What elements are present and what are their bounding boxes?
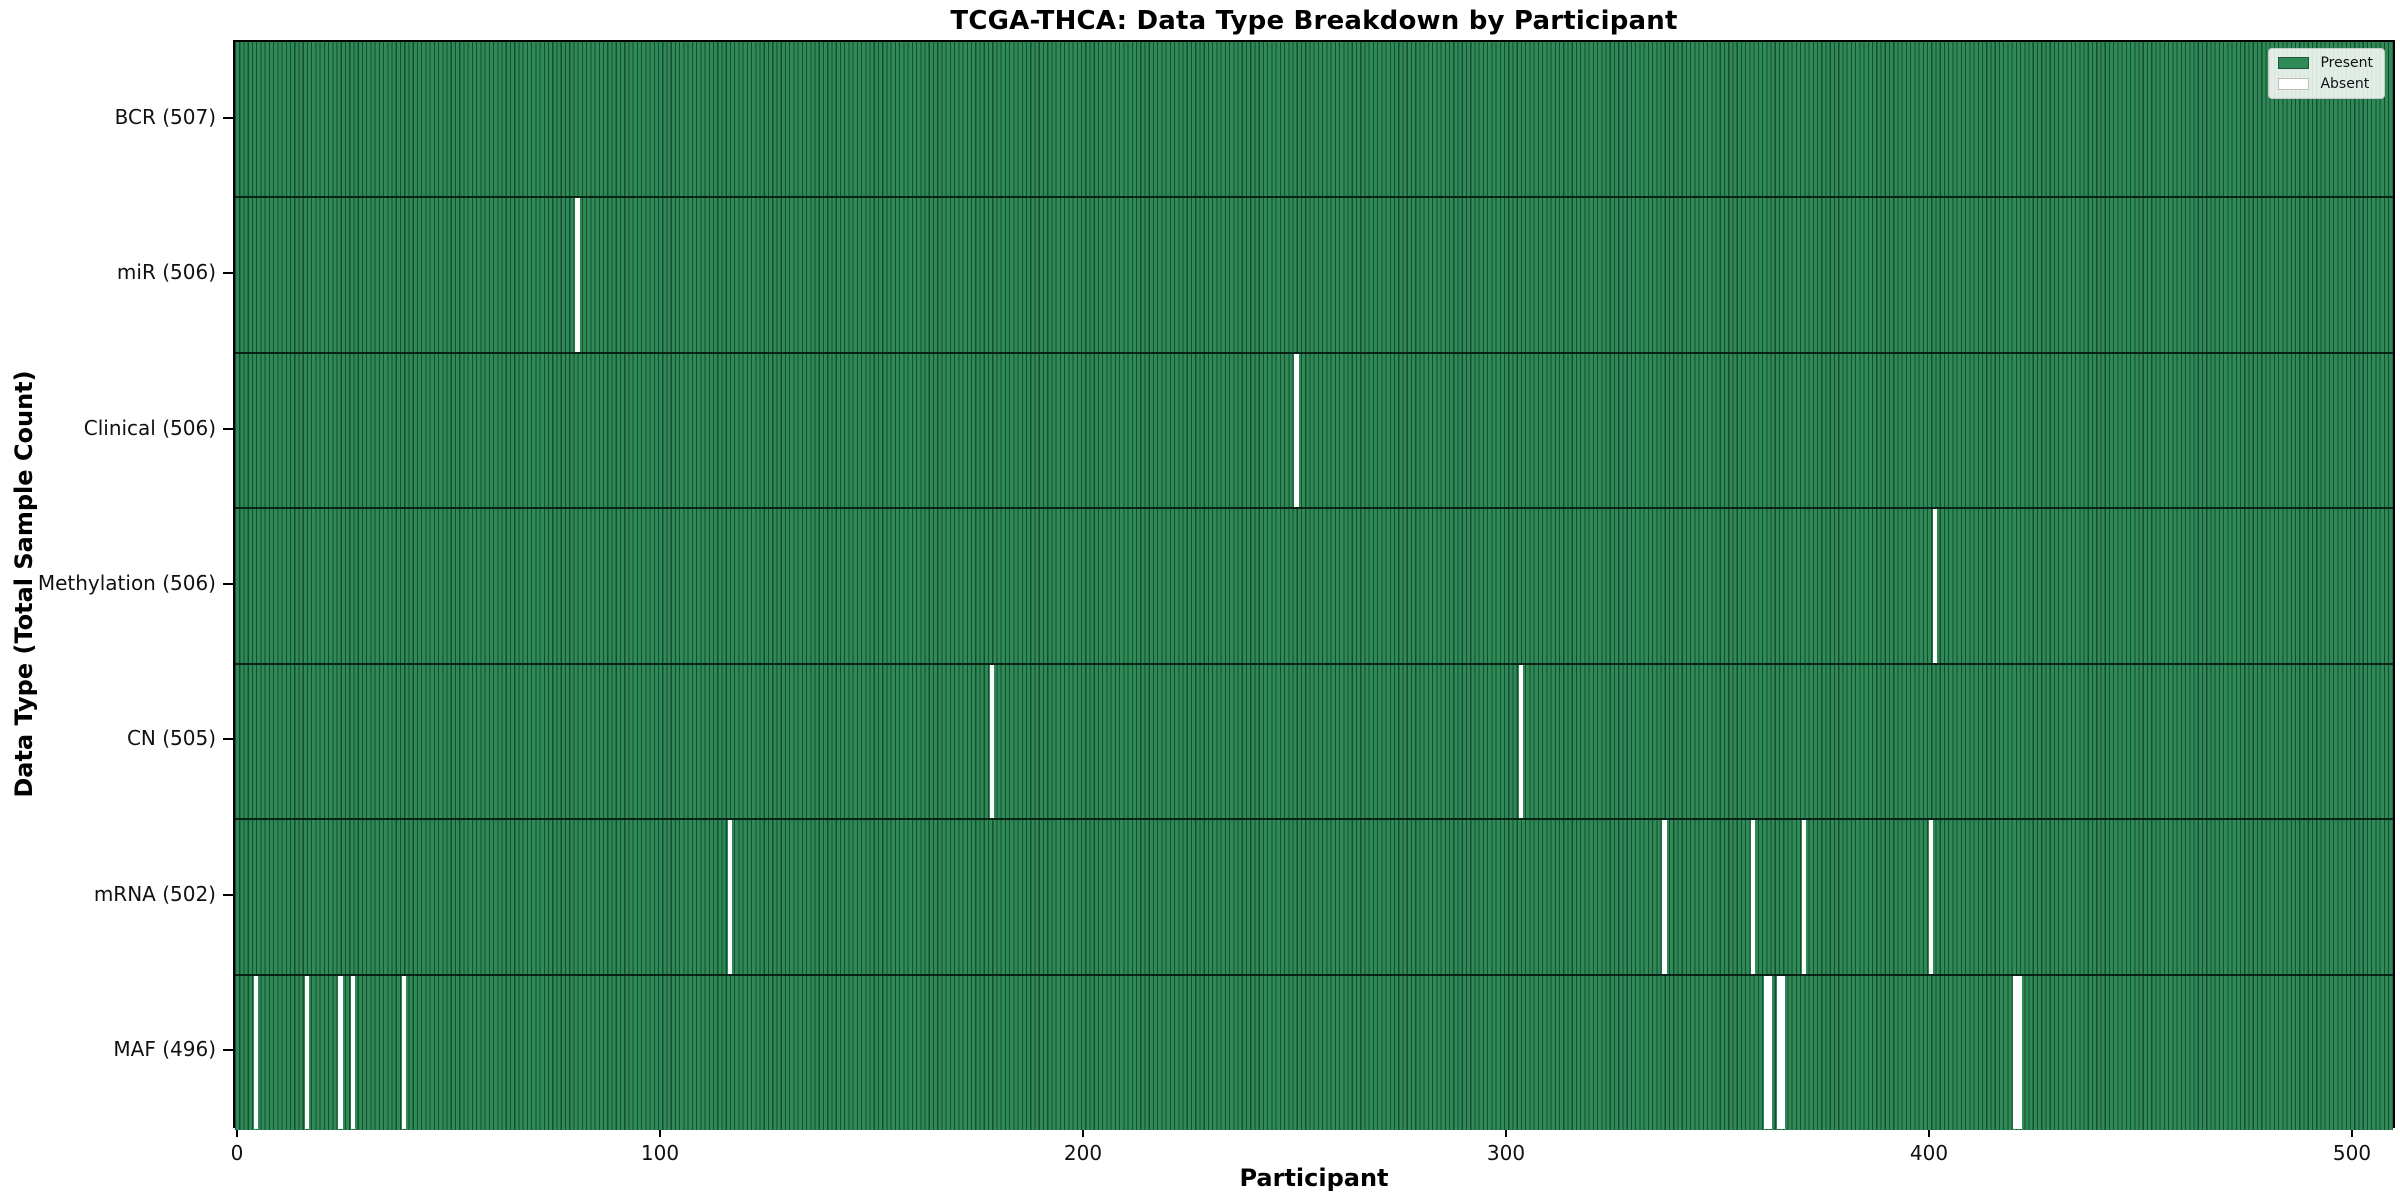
absent-gap-mir-80	[575, 198, 580, 352]
legend: Present Absent	[2268, 48, 2385, 99]
x-tick-label-500: 500	[2332, 1141, 2372, 1165]
y-tick-label-maf: MAF (496)	[113, 1037, 216, 1062]
x-tick-mark	[659, 1128, 661, 1137]
legend-present-label: Present	[2320, 55, 2373, 71]
row-band-mrna	[235, 819, 2393, 975]
absent-gap-maf-4	[253, 975, 259, 1129]
x-tick-label-300: 300	[1486, 1141, 1526, 1165]
row-band-bcr	[235, 42, 2393, 198]
row-separator	[235, 507, 2393, 510]
legend-absent-label: Absent	[2320, 76, 2370, 92]
y-tick-mark	[223, 738, 233, 741]
x-tick-mark	[1505, 1128, 1507, 1137]
absent-gap-mrna-358	[1751, 820, 1756, 974]
x-axis-label: Participant	[1239, 1164, 1389, 1192]
y-tick-label-cn: CN (505)	[126, 726, 216, 751]
absent-gap-clinical-250	[1294, 353, 1299, 508]
absent-gap-maf-361	[1763, 975, 1769, 1129]
chart-title: TCGA-THCA: Data Type Breakdown by Partic…	[950, 6, 1678, 36]
x-tick-label-100: 100	[640, 1141, 680, 1165]
y-tick-mark	[223, 427, 233, 430]
row-band-mir	[235, 197, 2393, 353]
x-tick-label-0: 0	[230, 1141, 244, 1165]
row-separator	[235, 351, 2393, 354]
y-tick-label-mrna: mRNA (502)	[93, 881, 216, 906]
absent-gap-maf-420	[2013, 975, 2018, 1129]
y-tick-mark	[223, 272, 233, 275]
absent-gap-mrna-337	[1662, 820, 1667, 974]
absent-gap-maf-364	[1776, 975, 1781, 1129]
absent-gap-mrna-400	[1928, 820, 1934, 974]
legend-present-swatch	[2278, 57, 2310, 69]
y-tick-label-methylation: Methylation (506)	[37, 571, 216, 595]
y-tick-mark	[223, 893, 233, 896]
row-separator	[235, 662, 2393, 665]
x-tick-label-400: 400	[1909, 1141, 1949, 1165]
absent-gap-maf-24	[338, 975, 343, 1129]
y-tick-mark	[223, 583, 233, 585]
legend-entry-absent: Absent	[2278, 77, 2373, 91]
absent-gap-methylation-401	[1933, 509, 1938, 663]
absent-gap-maf-362	[1768, 975, 1773, 1129]
y-tick-mark	[223, 116, 233, 119]
absent-gap-maf-365	[1780, 975, 1786, 1129]
row-separator	[235, 973, 2393, 976]
absent-gap-maf-16	[304, 975, 309, 1129]
x-tick-mark	[1928, 1128, 1930, 1137]
x-tick-label-200: 200	[1063, 1141, 1103, 1165]
x-tick-mark	[1082, 1128, 1084, 1137]
row-band-methylation	[235, 508, 2393, 664]
absent-gap-cn-178	[989, 664, 995, 819]
x-tick-mark	[236, 1128, 238, 1137]
row-separator	[235, 818, 2393, 821]
absent-gap-mrna-116	[727, 820, 732, 974]
legend-entry-present: Present	[2278, 56, 2373, 70]
absent-gap-cn-303	[1518, 664, 1523, 819]
absent-gap-maf-421	[2017, 975, 2022, 1129]
y-tick-label-bcr: BCR (507)	[114, 104, 216, 129]
absent-gap-maf-27	[351, 975, 356, 1129]
y-tick-label-clinical: Clinical (506)	[83, 415, 216, 440]
absent-gap-mrna-370	[1801, 820, 1807, 974]
x-tick-mark	[2351, 1128, 2353, 1137]
row-band-clinical	[235, 352, 2393, 509]
row-separator	[235, 196, 2393, 199]
plot-area: Present Absent	[233, 40, 2395, 1130]
y-tick-mark	[223, 1049, 233, 1052]
absent-gap-maf-39	[401, 975, 407, 1129]
row-band-cn	[235, 663, 2393, 820]
legend-absent-swatch	[2278, 78, 2310, 90]
row-band-maf	[235, 974, 2393, 1130]
y-tick-label-mir: miR (506)	[116, 260, 216, 285]
